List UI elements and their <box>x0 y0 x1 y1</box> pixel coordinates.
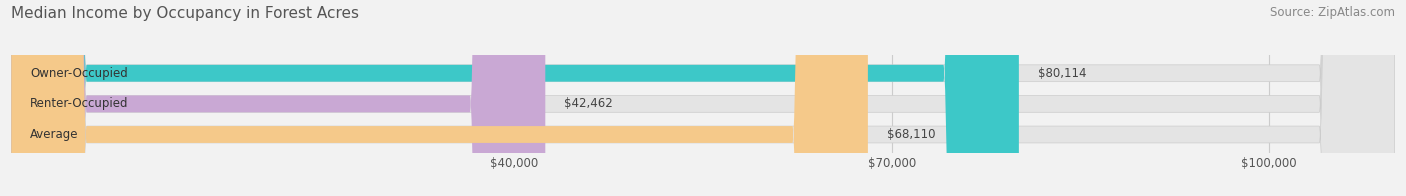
Text: Renter-Occupied: Renter-Occupied <box>30 97 128 110</box>
Text: Average: Average <box>30 128 79 141</box>
FancyBboxPatch shape <box>11 0 546 196</box>
Text: $80,114: $80,114 <box>1038 67 1087 80</box>
FancyBboxPatch shape <box>11 0 1019 196</box>
Text: Owner-Occupied: Owner-Occupied <box>30 67 128 80</box>
Text: $68,110: $68,110 <box>887 128 935 141</box>
FancyBboxPatch shape <box>11 0 1395 196</box>
Text: $42,462: $42,462 <box>564 97 613 110</box>
FancyBboxPatch shape <box>11 0 868 196</box>
FancyBboxPatch shape <box>11 0 1395 196</box>
Text: Source: ZipAtlas.com: Source: ZipAtlas.com <box>1270 6 1395 19</box>
Text: Median Income by Occupancy in Forest Acres: Median Income by Occupancy in Forest Acr… <box>11 6 360 21</box>
FancyBboxPatch shape <box>11 0 1395 196</box>
